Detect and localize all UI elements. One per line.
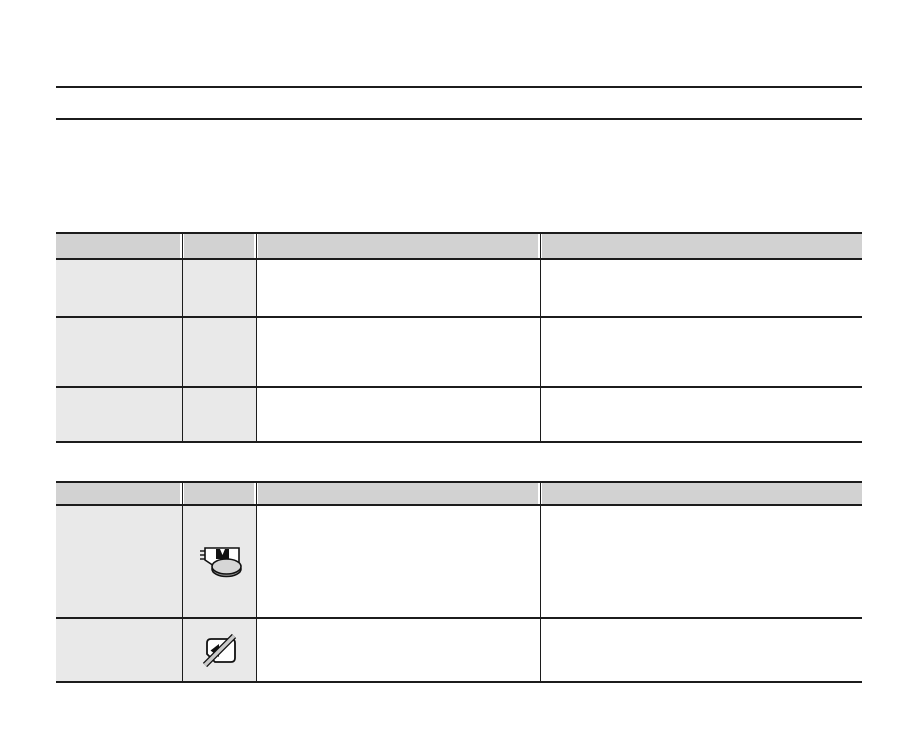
row-cell: [256, 260, 540, 316]
row-cell: [540, 506, 862, 617]
header-cell: [256, 234, 540, 258]
header-cell: [182, 234, 256, 258]
table-lower: [56, 481, 862, 683]
row-separator: [56, 316, 862, 318]
row-cell: [256, 318, 540, 386]
row-cell: [540, 388, 862, 441]
top-rule-2: [56, 118, 862, 120]
column-divider: [255, 232, 257, 443]
row-icon-cell: [182, 318, 256, 386]
table-bottom-border: [56, 441, 862, 443]
header-cell: [56, 483, 182, 504]
header-cell: [256, 483, 540, 504]
table-header-row: [56, 234, 862, 258]
header-cell: [182, 483, 256, 504]
memory-card-disc-icon: [195, 545, 244, 578]
table-row: [56, 318, 862, 386]
column-divider: [181, 481, 183, 683]
column-divider: [181, 232, 183, 443]
row-icon-cell: [182, 619, 256, 681]
row-label-cell: [56, 318, 182, 386]
header-cell: [540, 234, 862, 258]
row-label-cell: [56, 506, 182, 617]
row-icon-cell: [182, 260, 256, 316]
row-label-cell: [56, 388, 182, 441]
row-label-cell: [56, 260, 182, 316]
row-cell: [256, 388, 540, 441]
table-top-border: [56, 481, 862, 483]
row-cell: [540, 318, 862, 386]
row-icon-cell: [182, 506, 256, 617]
table-upper: [56, 232, 862, 443]
header-bottom-border: [56, 258, 862, 260]
column-divider: [255, 481, 257, 683]
top-rule-1: [56, 86, 862, 88]
row-label-cell: [56, 619, 182, 681]
column-divider: [539, 481, 541, 683]
row-icon-cell: [182, 388, 256, 441]
table-row: [56, 388, 862, 441]
header-bottom-border: [56, 504, 862, 506]
row-separator: [56, 617, 862, 619]
no-card-icon: [198, 633, 241, 667]
column-divider: [539, 232, 541, 443]
row-cell: [540, 260, 862, 316]
table-bottom-border: [56, 681, 862, 683]
table-row: [56, 506, 862, 617]
row-separator: [56, 386, 862, 388]
table-top-border: [56, 232, 862, 234]
row-cell: [540, 619, 862, 681]
table-row: [56, 260, 862, 316]
table-row: [56, 619, 862, 681]
header-cell: [56, 234, 182, 258]
header-cell: [540, 483, 862, 504]
row-cell: [256, 619, 540, 681]
row-cell: [256, 506, 540, 617]
table-header-row: [56, 483, 862, 504]
